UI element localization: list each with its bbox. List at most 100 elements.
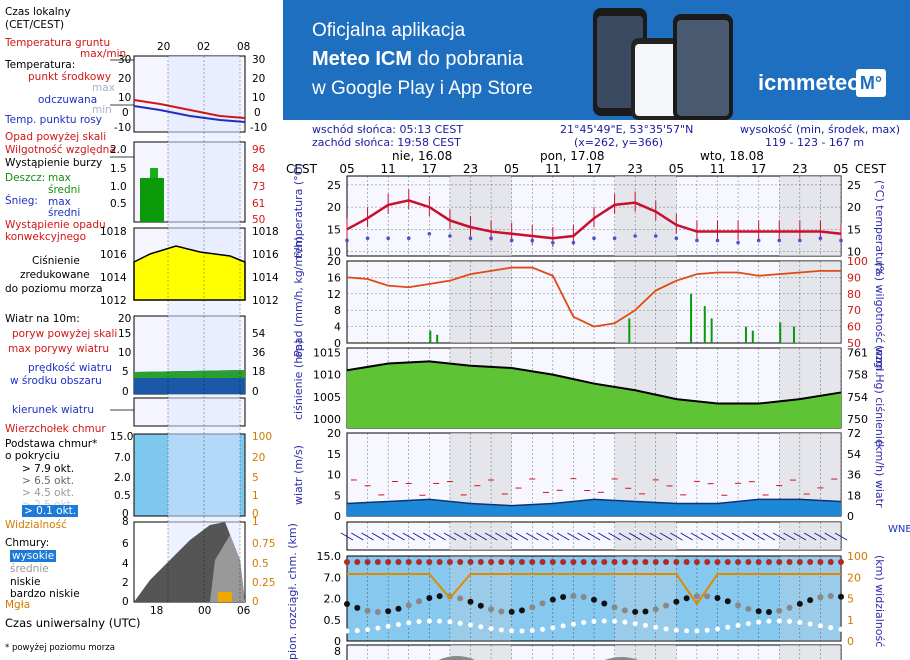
cloud-base-marker xyxy=(540,626,546,632)
cloud-base-marker xyxy=(354,604,361,611)
temp-tick-left: 10 xyxy=(327,246,341,259)
dew-point-marker xyxy=(612,236,617,241)
wind-direction-arrow xyxy=(608,532,621,541)
cloud-base-marker xyxy=(673,627,679,633)
legend-fog: Mgła xyxy=(5,599,31,611)
precip-bar xyxy=(744,326,747,343)
cloud-base-marker xyxy=(488,626,494,632)
cloud-base-marker xyxy=(570,593,577,600)
precip-tick-left: 16 xyxy=(327,271,341,284)
cloud-base-marker xyxy=(539,600,546,607)
cloud-base-marker xyxy=(787,618,793,624)
cloud-base-marker xyxy=(714,594,721,601)
legend-cloud-tick: 2.0 xyxy=(114,472,131,484)
legend-pressure1: Ciśnienie xyxy=(32,255,80,267)
day-label-2: pon, 17.08 xyxy=(540,149,605,163)
legend-pressure-tick: 1016 xyxy=(100,249,127,261)
dew-point-marker xyxy=(715,238,720,243)
cloud-base-marker xyxy=(498,627,504,633)
wind-tick-left: 15 xyxy=(327,448,341,461)
cloud-tick-left: 15.0 xyxy=(317,550,342,563)
legend-wind-tick: 0 xyxy=(122,386,129,398)
cloud-base-marker xyxy=(663,602,670,609)
legend-footnote: * powyżej poziomu morza xyxy=(5,643,115,653)
legend-temp-tick: 20 xyxy=(118,73,132,85)
legend-temp-tick: 30 xyxy=(118,54,132,66)
dew-point-marker xyxy=(756,238,761,243)
cloud-base-marker xyxy=(437,618,443,624)
dew-point-marker xyxy=(818,236,823,241)
legend-tick-20: 20 xyxy=(157,41,171,53)
wind-direction-arrow xyxy=(556,532,570,541)
legend-conv2: konwekcyjnego xyxy=(5,231,87,243)
wind-direction-arrow xyxy=(433,532,446,541)
cloud-tick-right: 1 xyxy=(847,614,854,627)
wind-tick-left: 0 xyxy=(334,510,341,523)
legend-pressure-tick: 1018 xyxy=(100,226,127,238)
cloud-top-marker xyxy=(673,559,680,565)
cloud-base-marker xyxy=(509,628,515,634)
legend-precip-tick: 1.5 xyxy=(110,163,127,175)
legend-cloud-base2: o pokryciu xyxy=(5,450,60,462)
dew-point-marker xyxy=(839,238,843,243)
phone-mockup-icon xyxy=(593,8,733,120)
legend-cloud-tick: 15.0 xyxy=(110,431,134,443)
wind-tick-right: 72 xyxy=(847,427,861,440)
banner-line2-bold: Meteo ICM xyxy=(312,48,412,70)
cloud-base-marker xyxy=(365,627,371,633)
legend-precip-tick-right: 73 xyxy=(252,181,266,193)
cloud-base-marker xyxy=(622,619,628,625)
wind-direction-arrow xyxy=(680,532,693,541)
cloud-base-marker xyxy=(621,607,628,614)
cloud-base-marker xyxy=(344,601,350,607)
legend-dew-point: Temp. punktu rosy xyxy=(5,114,103,126)
cloud-base-marker xyxy=(426,594,433,601)
cloud-top-marker xyxy=(745,559,752,565)
legend-clouds: Chmury: xyxy=(5,537,50,549)
dew-point-marker xyxy=(489,236,493,241)
legend-utc-tick-06: 06 xyxy=(237,605,251,617)
legend-wind-tick: 10 xyxy=(118,347,132,359)
legend-wind-tick-right: 54 xyxy=(252,328,266,340)
cloud-base-marker xyxy=(550,625,556,631)
cloud-base-marker xyxy=(344,628,350,634)
cloud-top-marker xyxy=(796,559,803,565)
wind-direction-arrow xyxy=(381,532,395,541)
cloud-base-marker xyxy=(601,600,608,607)
legend-pressure3: do poziomu morza xyxy=(5,283,103,295)
cloud-top-marker xyxy=(591,559,597,565)
hour-tick-label: 23 xyxy=(792,162,807,176)
cloud-base-marker xyxy=(488,606,495,613)
banner-line1: Oficjalna aplikacja xyxy=(312,20,466,41)
cloud-top-marker xyxy=(436,559,443,565)
wind-direction-arrow xyxy=(392,532,405,541)
wind-direction-arrow xyxy=(587,532,601,541)
legend-wind-tick-right: 0 xyxy=(252,386,259,398)
night-band xyxy=(614,261,677,343)
app-banner[interactable]: Oficjalna aplikacja Meteo ICM do pobrani… xyxy=(283,0,910,120)
dew-point-marker xyxy=(448,234,452,238)
wind-tick-right: 18 xyxy=(847,489,861,502)
cloud-base-marker xyxy=(756,619,762,625)
wind-tick-right: 54 xyxy=(847,448,861,461)
legend-vlow: bardzo niskie xyxy=(10,588,80,600)
legend-clouds-tick: 2 xyxy=(122,577,129,589)
precip-tick-right: 60 xyxy=(847,321,861,334)
cloud-top-marker xyxy=(426,559,433,565)
cloud-top-marker xyxy=(714,559,721,565)
wind-direction-arrow xyxy=(474,532,488,541)
wind-direction-arrow xyxy=(423,532,436,541)
cloud-base-marker xyxy=(468,622,473,628)
legend-ground-temp: Temperatura gruntu xyxy=(5,37,111,49)
cloud-shape xyxy=(604,657,638,660)
cloud-base-marker xyxy=(735,622,741,628)
legend-temp-tick-right: 10 xyxy=(252,92,266,104)
legend-panel: Czas lokalny (CET/CEST) 20 02 08 Tempera… xyxy=(0,0,283,660)
legend-utc-tick-00: 00 xyxy=(198,605,212,617)
banner-line2-rest: do pobrania xyxy=(412,48,524,70)
pressure-tick-right: 754 xyxy=(847,391,868,404)
legend-clouds-tick-right: 0 xyxy=(252,596,259,608)
dew-point-marker xyxy=(633,234,637,238)
dew-point-marker xyxy=(695,238,699,243)
wind-direction-arrow xyxy=(711,532,724,541)
